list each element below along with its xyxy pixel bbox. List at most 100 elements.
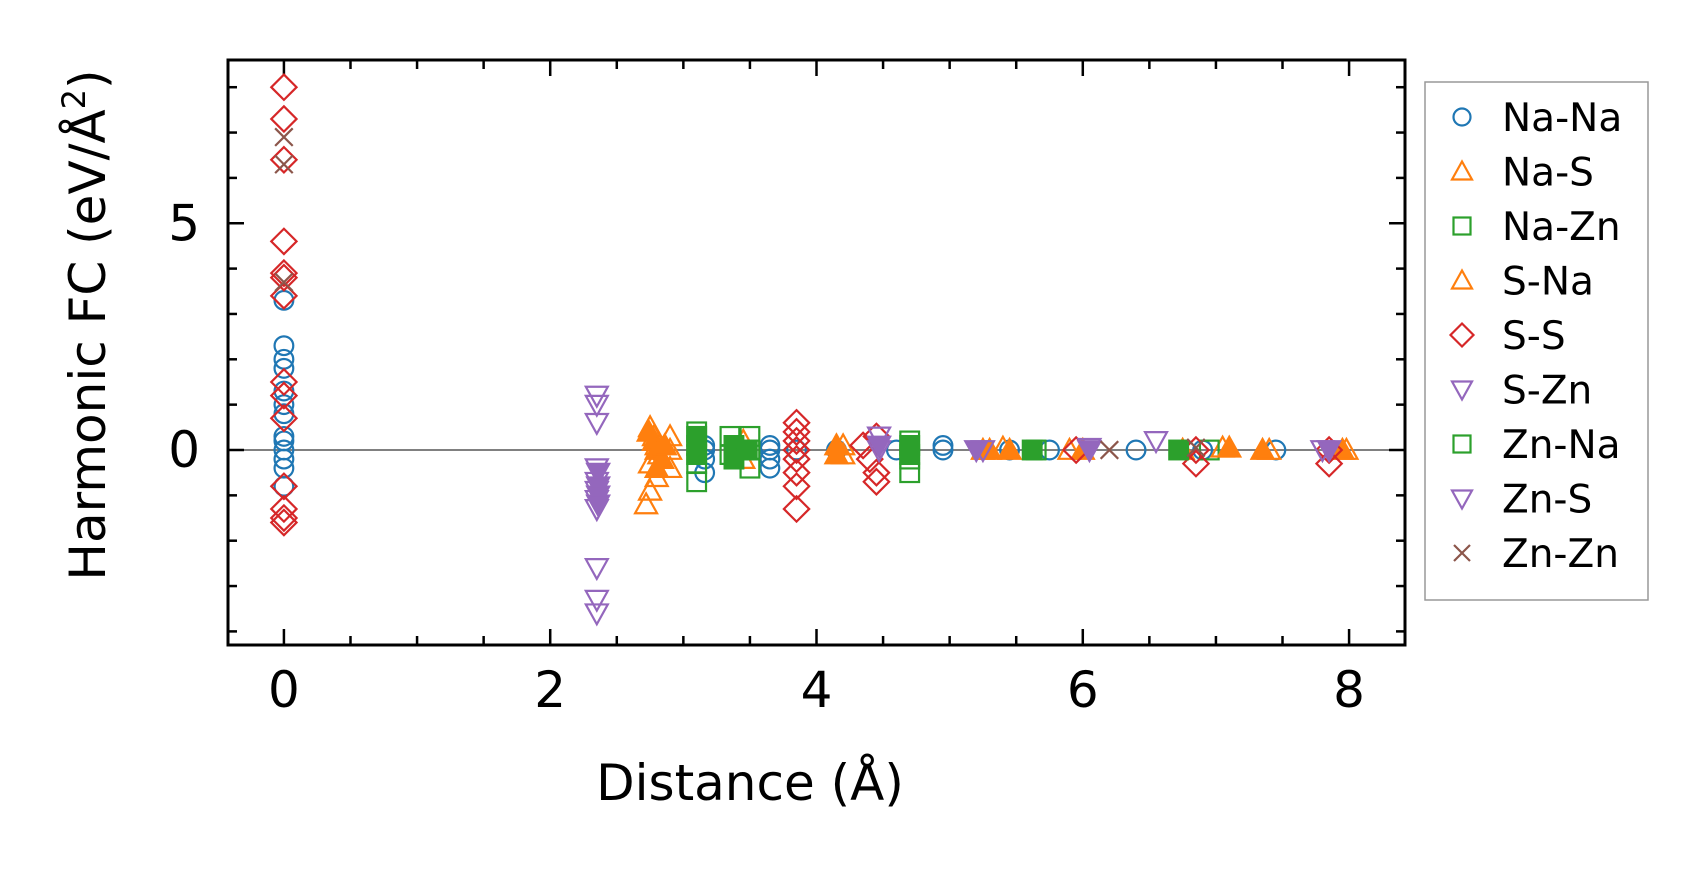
axis-ticks [228, 60, 1405, 645]
legend-item: Na-Na [1452, 96, 1622, 141]
x-tick-label: 0 [268, 661, 300, 719]
legend-item: Na-S [1450, 151, 1594, 196]
data-point [782, 435, 811, 465]
legend-item: S-Zn [1450, 369, 1592, 414]
series-na-na [273, 289, 1287, 497]
data-point [269, 145, 299, 174]
data-point [782, 417, 811, 447]
data-point [273, 448, 295, 470]
legend-label: S-Na [1502, 260, 1594, 305]
legend: Na-Na Na-S Na-Zn S-Na S-S S-Zn Zn-Na Zn-S Zn-Zn [1424, 81, 1649, 601]
data-point [759, 448, 781, 470]
data-point [269, 258, 299, 288]
tick-labels: 0 2 4 6 8 0 5 [168, 194, 1365, 719]
series-s-s [269, 73, 1344, 537]
y-axis-label: Harmonic FC (eV/Å2) [55, 69, 117, 580]
legend-marker [1452, 434, 1472, 454]
data-point [862, 458, 891, 487]
y-tick-label: 0 [168, 421, 200, 479]
data-point [996, 436, 1023, 460]
data-point [866, 435, 892, 459]
data-point [932, 435, 954, 456]
data-point [1316, 440, 1342, 464]
legend-marker [1453, 544, 1471, 562]
legend-marker [1450, 159, 1474, 181]
data-point [269, 367, 299, 397]
legend-marker [1448, 321, 1476, 349]
data-point [269, 508, 299, 537]
legend-label: S-S [1502, 314, 1566, 359]
data-points [269, 73, 1360, 627]
data-point [1021, 439, 1043, 461]
x-axis-label: Distance (Å) [596, 754, 904, 812]
legend-item: S-Na [1450, 260, 1594, 305]
data-point [1198, 439, 1220, 461]
series-na-zn [686, 421, 1220, 493]
legend-marker [1450, 268, 1474, 290]
data-point [583, 394, 610, 418]
data-point [686, 444, 708, 465]
data-point [782, 458, 811, 487]
data-point [273, 289, 295, 311]
legend-label: S-Zn [1502, 369, 1592, 414]
data-point [1143, 431, 1169, 455]
data-point [269, 494, 299, 524]
data-point [633, 491, 659, 515]
data-point [823, 441, 850, 465]
data-point [862, 467, 891, 496]
data-point [899, 444, 921, 465]
plot-frame [226, 58, 1407, 647]
x-tick-label: 4 [801, 661, 833, 719]
legend-label: Na-Zn [1502, 205, 1621, 250]
data-point [583, 412, 610, 437]
data-point [1216, 434, 1243, 458]
data-point [585, 494, 612, 518]
data-point [782, 444, 811, 474]
data-point [274, 154, 294, 174]
y-axis-label-main: Harmonic FC (eV/Å [59, 109, 117, 580]
data-point [686, 425, 708, 447]
data-point [269, 404, 299, 433]
data-point [585, 462, 612, 486]
data-point [269, 73, 299, 102]
data-point [637, 477, 663, 501]
legend-item: Zn-S [1450, 478, 1592, 523]
data-point [899, 462, 921, 484]
data-point [963, 440, 990, 464]
data-point [269, 281, 299, 311]
data-point [1099, 440, 1119, 460]
legend-item: Zn-Na [1452, 423, 1621, 468]
legend-label: Zn-Na [1502, 423, 1621, 468]
legend-label: Zn-Zn [1502, 532, 1619, 577]
data-point [782, 494, 811, 524]
data-point [269, 472, 299, 501]
legend-item: Zn-Zn [1453, 532, 1619, 577]
y-axis-label-superscript: 2 [55, 89, 93, 109]
legend-marker [1450, 380, 1474, 402]
data-point [273, 335, 295, 357]
data-point [782, 426, 811, 456]
data-point [269, 227, 299, 256]
data-point [583, 603, 610, 627]
y-tick-label: 5 [168, 194, 200, 252]
data-point [782, 472, 811, 501]
data-point [643, 454, 670, 479]
data-point [269, 503, 299, 533]
legend-marker [1452, 107, 1472, 127]
data-point [651, 432, 678, 456]
data-point [583, 589, 610, 613]
data-point [1125, 439, 1147, 461]
legend-label: Na-Na [1502, 96, 1622, 141]
series-zn-zn [274, 127, 1206, 460]
legend-marker [1450, 489, 1474, 511]
data-point [273, 357, 295, 379]
data-point [274, 127, 294, 147]
data-point [583, 558, 610, 582]
series-zn-na [686, 425, 1190, 470]
x-tick-label: 8 [1333, 661, 1365, 719]
data-point [932, 439, 954, 461]
data-point [782, 408, 811, 437]
data-point [269, 104, 299, 134]
data-point [274, 272, 294, 292]
